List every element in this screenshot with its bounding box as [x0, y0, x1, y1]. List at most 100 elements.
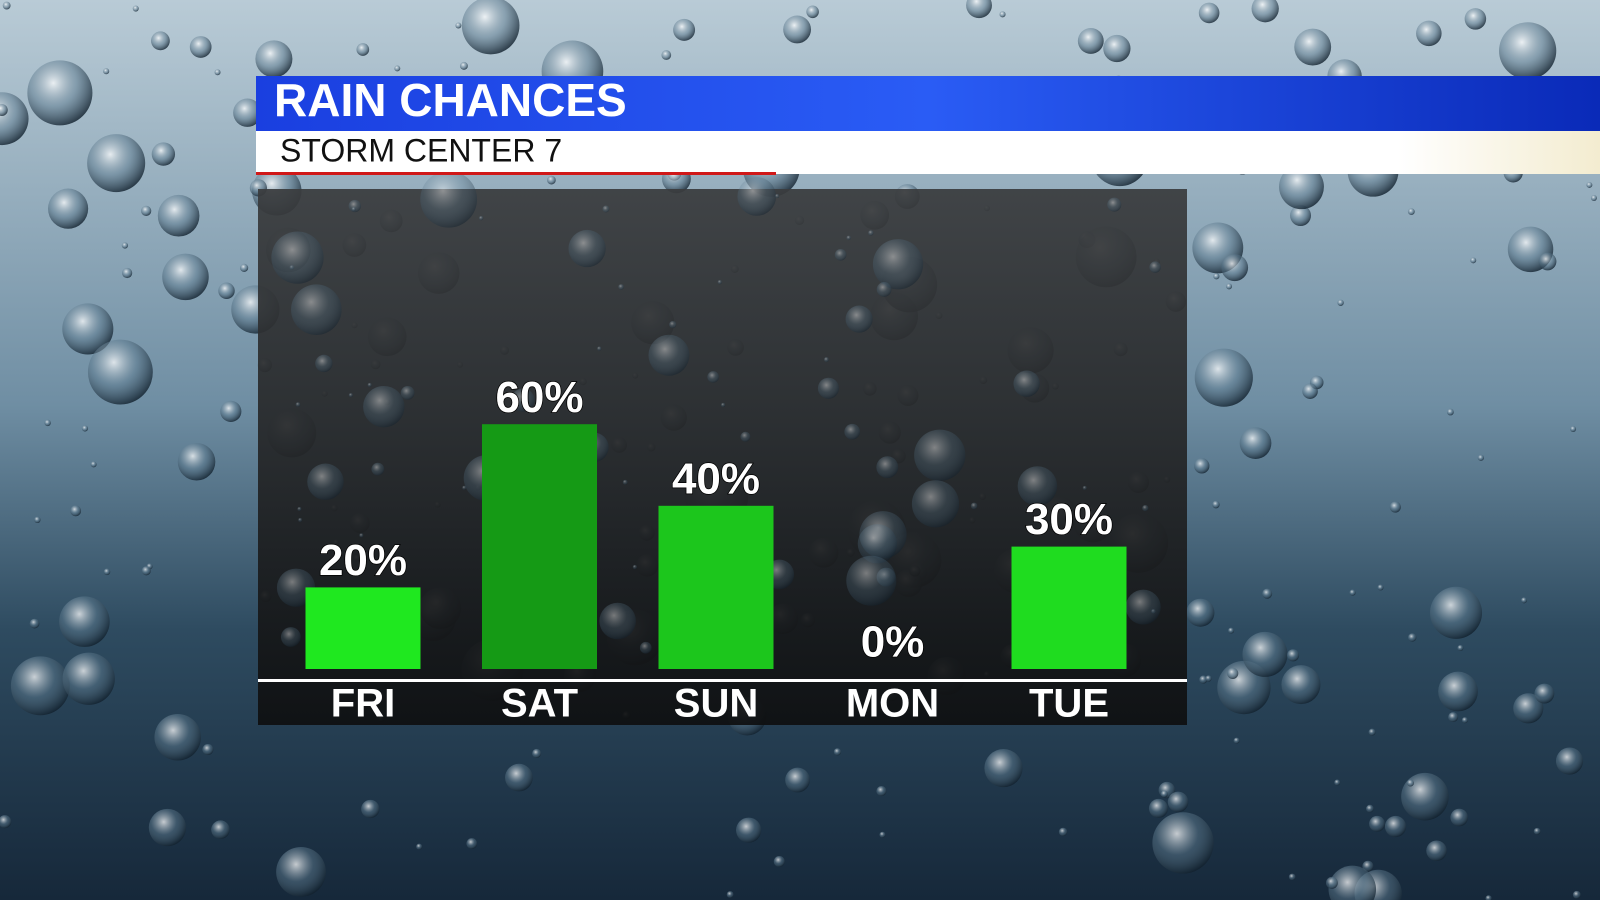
raindrop: [1570, 425, 1577, 432]
raindrop: [220, 400, 242, 422]
raindrop: [1499, 22, 1557, 80]
raindrop: [1228, 627, 1235, 634]
raindrop: [1302, 383, 1318, 399]
raindrop: [876, 456, 899, 479]
raindrop: [363, 385, 405, 428]
raindrop: [737, 177, 777, 216]
raindrop: [970, 502, 978, 510]
raindrop: [1430, 586, 1483, 639]
raindrop: [371, 462, 385, 476]
raindrop: [547, 175, 556, 185]
raindrop: [361, 799, 380, 819]
raindrop: [1198, 2, 1220, 24]
raindrop: [817, 377, 840, 399]
raindrop: [1013, 370, 1040, 397]
raindrop: [1521, 597, 1528, 604]
raindrop: [151, 31, 170, 51]
raindrop: [1226, 283, 1233, 290]
raindrop: [1450, 808, 1468, 827]
raindrop: [834, 248, 847, 261]
value-label: 0%: [861, 618, 925, 667]
bar: [482, 424, 597, 669]
raindrop: [348, 393, 353, 398]
raindrop: [1555, 747, 1584, 775]
raindrop: [622, 479, 628, 485]
raindrop: [214, 69, 221, 76]
raindrop: [1349, 589, 1356, 596]
raindrop: [122, 267, 133, 279]
raindrop: [1199, 675, 1208, 684]
raindrop: [1279, 164, 1324, 210]
raindrop: [162, 253, 209, 301]
raindrop: [1194, 458, 1210, 474]
raindrop: [661, 50, 672, 60]
raindrop: [348, 199, 361, 213]
raindrop: [211, 820, 230, 839]
raindrop: [785, 767, 810, 793]
raindrop: [599, 602, 636, 640]
raindrop: [726, 891, 734, 898]
raindrop: [298, 517, 303, 522]
raindrop: [673, 18, 696, 41]
raindrop: [1290, 205, 1312, 227]
raindrop: [966, 0, 992, 19]
raindrop: [1457, 644, 1464, 651]
raindrop: [602, 205, 610, 213]
raindrop: [639, 641, 652, 654]
raindrop: [806, 5, 819, 19]
raindrop: [70, 505, 82, 517]
raindrop: [151, 142, 176, 166]
value-label: 20%: [319, 536, 407, 585]
raindrop: [34, 516, 41, 524]
raindrop: [1325, 876, 1338, 889]
raindrop: [87, 134, 146, 193]
x-tick-label: FRI: [331, 682, 395, 726]
chart-title: RAIN CHANCES: [274, 74, 627, 126]
raindrop: [157, 194, 200, 237]
x-tick-label: MON: [846, 682, 939, 726]
x-tick-label: SAT: [501, 682, 578, 726]
accent-line: [256, 172, 776, 175]
raindrop: [1152, 812, 1214, 874]
raindrop: [141, 205, 152, 216]
raindrop: [1160, 790, 1168, 798]
raindrop: [44, 419, 51, 427]
raindrop: [0, 815, 12, 829]
x-tick-label: SUN: [674, 682, 758, 726]
raindrop: [823, 357, 829, 363]
raindrop: [740, 431, 751, 442]
raindrop: [717, 279, 722, 285]
raindrop: [1213, 273, 1220, 280]
raindrop: [0, 103, 8, 117]
raindrop: [1461, 717, 1468, 724]
raindrop: [532, 748, 542, 759]
raindrop: [307, 463, 344, 500]
raindrop: [367, 382, 372, 387]
value-label: 40%: [672, 454, 760, 503]
raindrop: [295, 402, 301, 407]
raindrop: [271, 231, 324, 284]
raindrop: [2, 1, 11, 10]
raindrop: [255, 40, 293, 78]
raindrop: [420, 170, 478, 228]
raindrop: [876, 282, 892, 297]
raindrop: [1328, 865, 1377, 900]
raindrop: [1533, 827, 1541, 835]
raindrop: [1242, 631, 1288, 677]
raindrop: [1384, 815, 1407, 838]
raindrop: [1538, 252, 1557, 271]
raindrop: [351, 207, 356, 212]
raindrop: [81, 425, 89, 432]
raindrop: [1448, 712, 1459, 723]
raindrop: [87, 339, 153, 405]
raindrop: [1142, 504, 1149, 512]
raindrop: [1485, 895, 1492, 900]
raindrop: [462, 485, 467, 490]
raindrop: [1438, 671, 1478, 712]
raindrop: [1167, 791, 1189, 813]
raindrop: [1464, 8, 1487, 30]
raindrop: [1470, 257, 1477, 264]
bar: [1011, 546, 1127, 669]
raindrop: [189, 36, 212, 58]
raindrop: [356, 43, 370, 56]
